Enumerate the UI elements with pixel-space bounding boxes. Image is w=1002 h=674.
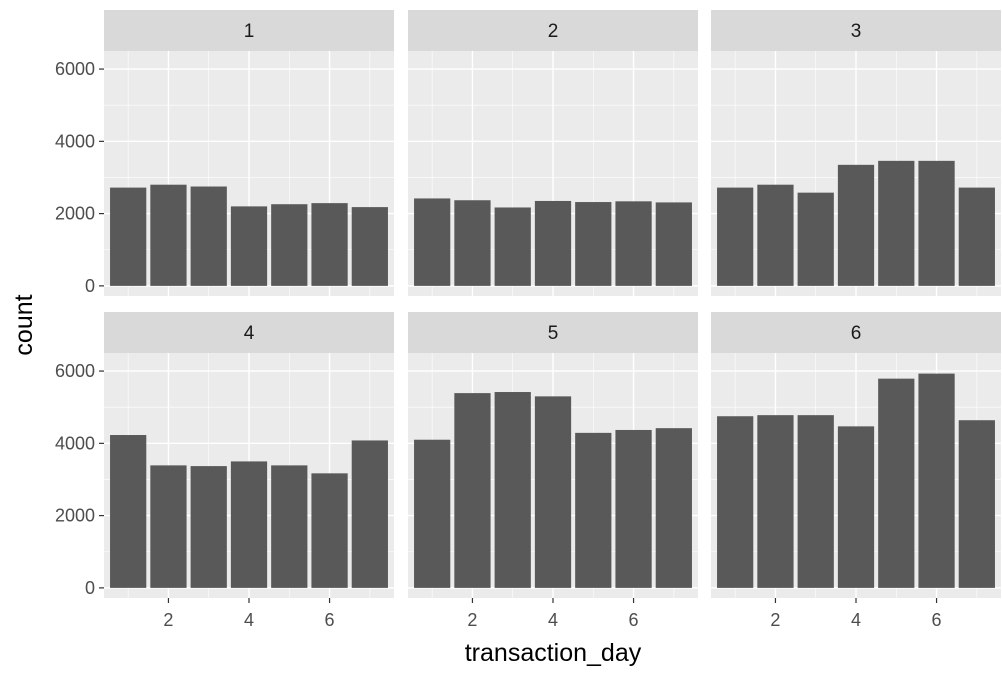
bar bbox=[757, 415, 794, 588]
bar bbox=[311, 473, 348, 588]
bar bbox=[717, 416, 754, 588]
bar bbox=[918, 160, 955, 286]
bar bbox=[575, 202, 612, 286]
facet-strip-label: 6 bbox=[851, 323, 862, 344]
bar bbox=[958, 420, 995, 588]
facet-strip bbox=[408, 10, 698, 51]
bar bbox=[351, 440, 388, 588]
facet-strip bbox=[104, 312, 394, 353]
facet-panel-6: 6 bbox=[711, 312, 1001, 598]
bar bbox=[311, 203, 348, 286]
bar bbox=[958, 187, 995, 286]
bar bbox=[655, 202, 692, 286]
bar bbox=[454, 200, 491, 286]
bar bbox=[494, 392, 531, 588]
bar bbox=[414, 439, 451, 588]
x-tick-label: 2 bbox=[163, 610, 173, 630]
y-tick-label: 0 bbox=[85, 578, 95, 598]
bar bbox=[797, 415, 834, 588]
bar bbox=[190, 186, 227, 286]
bar bbox=[230, 206, 268, 286]
facet-panel-3: 3 bbox=[711, 10, 1001, 296]
bar bbox=[454, 393, 491, 588]
x-tick-label: 2 bbox=[770, 610, 780, 630]
facet-strip bbox=[408, 312, 698, 353]
y-axes: 0 2000 4000 6000 0 2000 4000 6000 bbox=[55, 59, 104, 598]
bar bbox=[797, 192, 834, 286]
y-tick-label: 2000 bbox=[55, 204, 95, 224]
bar bbox=[150, 465, 187, 588]
bar bbox=[918, 373, 955, 588]
bar bbox=[878, 378, 915, 588]
facet-strip bbox=[711, 10, 1001, 51]
facet-panel-5: 5 bbox=[408, 312, 698, 598]
facet-panels: 1 2 3 4 5 6 bbox=[104, 10, 1001, 598]
y-tick-label: 6000 bbox=[55, 361, 95, 381]
facet-panel-1: 1 bbox=[104, 10, 394, 296]
bar bbox=[534, 396, 572, 588]
y-tick-label: 4000 bbox=[55, 131, 95, 151]
bar bbox=[575, 432, 612, 588]
x-axis-title: transaction_day bbox=[465, 639, 642, 667]
facet-strip-label: 4 bbox=[244, 323, 255, 344]
x-tick-label: 4 bbox=[851, 610, 861, 630]
y-axis-title: count bbox=[10, 294, 38, 355]
bar bbox=[534, 200, 572, 286]
bar bbox=[271, 465, 308, 588]
bar bbox=[190, 466, 227, 588]
facet-strip bbox=[104, 10, 394, 51]
x-tick-label: 2 bbox=[467, 610, 477, 630]
y-tick-label: 6000 bbox=[55, 59, 95, 79]
facet-strip-label: 5 bbox=[548, 323, 559, 344]
bar bbox=[757, 184, 794, 286]
bar bbox=[110, 187, 147, 286]
bar bbox=[351, 207, 388, 286]
y-tick-label: 4000 bbox=[55, 433, 95, 453]
bar bbox=[878, 160, 915, 286]
bar bbox=[110, 435, 147, 588]
facet-strip-label: 3 bbox=[851, 21, 862, 42]
bar bbox=[271, 204, 308, 286]
facet-strip-label: 1 bbox=[244, 21, 255, 42]
bar bbox=[230, 461, 268, 588]
x-axes: 2 4 6 2 4 6 2 4 6 bbox=[163, 598, 942, 630]
x-tick-label: 6 bbox=[325, 610, 335, 630]
bar bbox=[837, 164, 875, 286]
bar bbox=[615, 201, 652, 286]
y-tick-label: 2000 bbox=[55, 506, 95, 526]
bar bbox=[615, 429, 652, 588]
y-tick-label: 0 bbox=[85, 276, 95, 296]
bar bbox=[837, 426, 875, 588]
facet-panel-2: 2 bbox=[408, 10, 698, 296]
bar bbox=[494, 207, 531, 286]
facet-strip bbox=[711, 312, 1001, 353]
x-tick-label: 4 bbox=[548, 610, 558, 630]
facet-panel-4: 4 bbox=[104, 312, 394, 598]
facet-strip-label: 2 bbox=[548, 21, 559, 42]
x-tick-label: 6 bbox=[932, 610, 942, 630]
bar bbox=[414, 198, 451, 286]
bar bbox=[717, 187, 754, 286]
bar bbox=[655, 428, 692, 588]
bar bbox=[150, 184, 187, 286]
x-tick-label: 6 bbox=[629, 610, 639, 630]
x-tick-label: 4 bbox=[244, 610, 254, 630]
